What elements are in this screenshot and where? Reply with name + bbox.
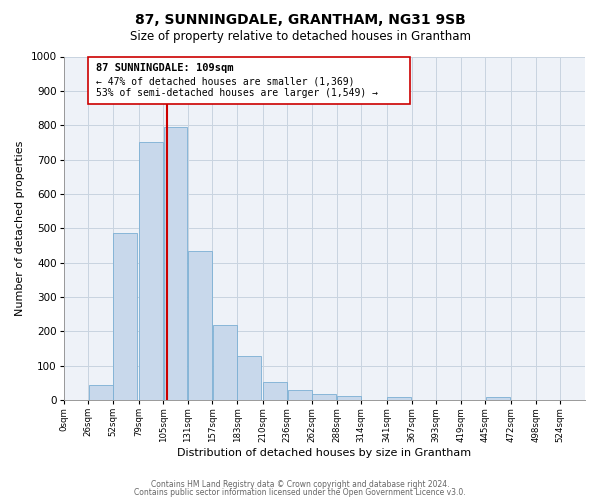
Text: ← 47% of detached houses are smaller (1,369): ← 47% of detached houses are smaller (1,… xyxy=(96,76,355,86)
FancyBboxPatch shape xyxy=(88,56,410,104)
X-axis label: Distribution of detached houses by size in Grantham: Distribution of detached houses by size … xyxy=(177,448,472,458)
Bar xyxy=(139,142,163,400)
Bar xyxy=(238,356,262,400)
Text: Contains public sector information licensed under the Open Government Licence v3: Contains public sector information licen… xyxy=(134,488,466,497)
Bar xyxy=(263,382,287,400)
Bar xyxy=(337,396,361,400)
Text: Contains HM Land Registry data © Crown copyright and database right 2024.: Contains HM Land Registry data © Crown c… xyxy=(151,480,449,489)
Bar xyxy=(486,396,510,400)
Y-axis label: Number of detached properties: Number of detached properties xyxy=(15,140,25,316)
Bar xyxy=(213,324,237,400)
Bar xyxy=(89,384,113,400)
Text: 87 SUNNINGDALE: 109sqm: 87 SUNNINGDALE: 109sqm xyxy=(96,64,233,74)
Text: 87, SUNNINGDALE, GRANTHAM, NG31 9SB: 87, SUNNINGDALE, GRANTHAM, NG31 9SB xyxy=(134,12,466,26)
Bar xyxy=(387,398,411,400)
Bar xyxy=(188,250,212,400)
Bar xyxy=(113,234,137,400)
Text: Size of property relative to detached houses in Grantham: Size of property relative to detached ho… xyxy=(130,30,470,43)
Text: 53% of semi-detached houses are larger (1,549) →: 53% of semi-detached houses are larger (… xyxy=(96,88,378,99)
Bar xyxy=(313,394,336,400)
Bar xyxy=(164,127,187,400)
Bar xyxy=(288,390,311,400)
